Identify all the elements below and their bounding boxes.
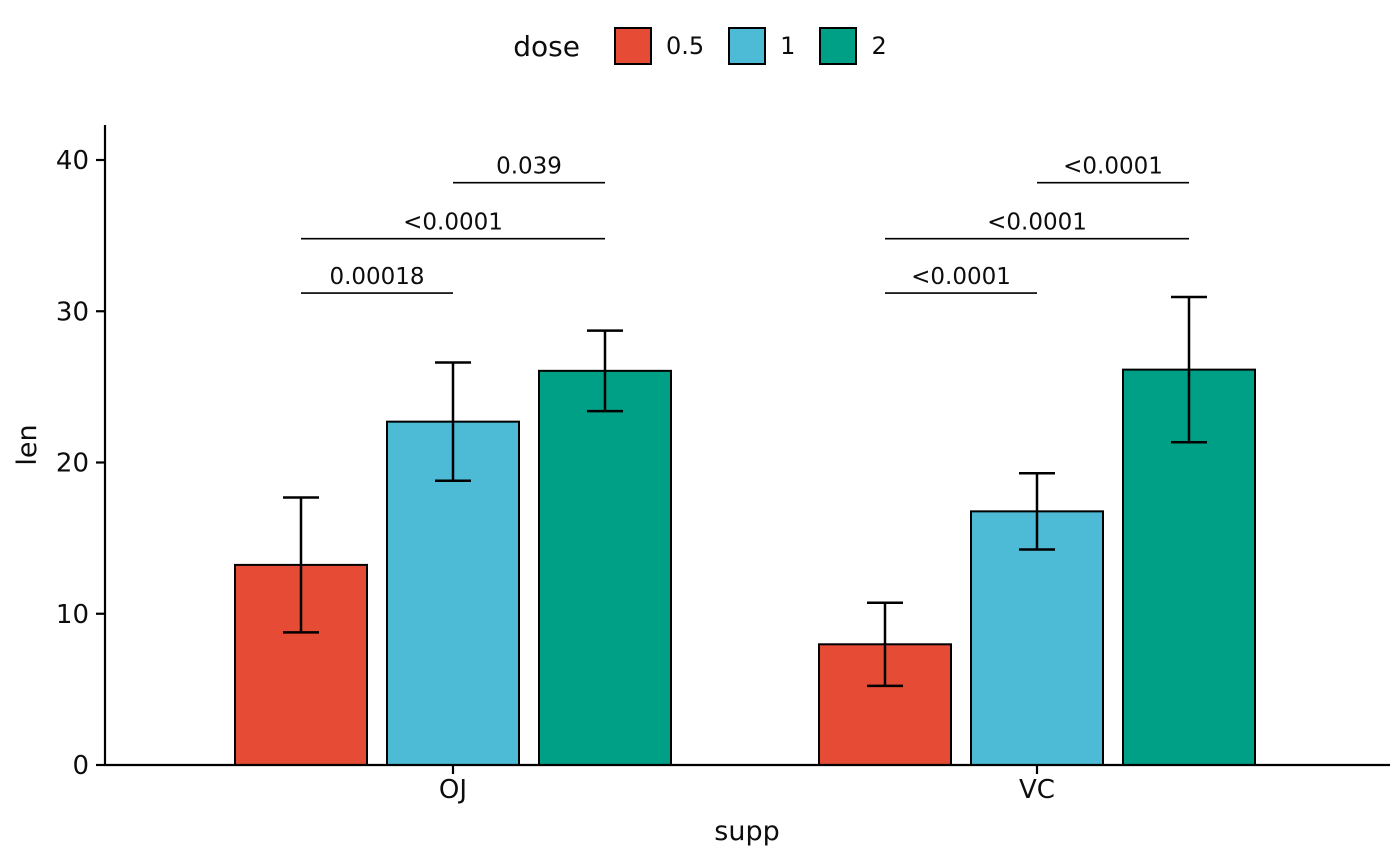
y-tick-label-0: 0 <box>72 751 89 781</box>
x-tick-label-OJ: OJ <box>439 775 467 805</box>
y-tick-label-30: 30 <box>56 297 89 327</box>
x-axis-title: supp <box>714 816 779 847</box>
pvalue-bracket-VC-4-label: <0.0001 <box>987 210 1087 236</box>
legend-title: dose <box>513 29 580 63</box>
y-tick-label-10: 10 <box>56 600 89 630</box>
legend-label-dose-1: 1 <box>780 32 796 60</box>
y-tick-label-20: 20 <box>56 449 89 479</box>
legend-item-dose-0-5: 0.5 <box>613 27 705 65</box>
legend-item-dose-2: 2 <box>819 27 887 65</box>
legend-swatch-dose-2 <box>819 27 858 65</box>
legend-item-dose-1: 1 <box>728 27 795 65</box>
chart-legend: dose 0.5 1 2 <box>0 27 1400 65</box>
pvalue-bracket-VC-5-label: <0.0001 <box>1063 154 1163 180</box>
pvalue-bracket-OJ-0-label: 0.00018 <box>329 264 424 290</box>
legend-swatch-dose-0-5 <box>613 27 652 65</box>
y-axis-title: len <box>12 424 43 465</box>
legend-swatch-dose-1 <box>728 27 767 65</box>
pvalue-bracket-VC-3-label: <0.0001 <box>911 264 1011 290</box>
legend-label-dose-2: 2 <box>871 32 887 60</box>
pvalue-bracket-OJ-2-label: 0.039 <box>496 154 562 180</box>
x-tick-label-VC: VC <box>1019 775 1055 805</box>
bar-OJ-2 <box>538 369 672 766</box>
y-tick-label-40: 40 <box>56 146 89 176</box>
pvalue-bracket-OJ-1-label: <0.0001 <box>403 210 503 236</box>
bar-VC-1 <box>970 510 1104 767</box>
legend-label-dose-0-5: 0.5 <box>665 32 705 60</box>
